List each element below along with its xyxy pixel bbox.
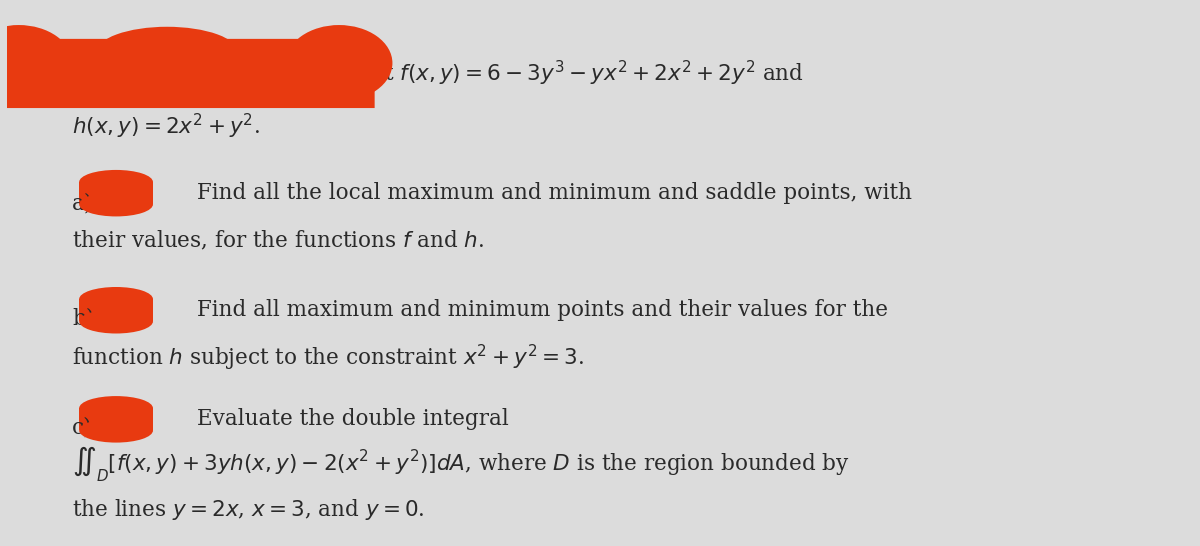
Text: a): a) bbox=[72, 193, 94, 215]
FancyBboxPatch shape bbox=[7, 39, 374, 108]
FancyBboxPatch shape bbox=[79, 182, 152, 204]
Ellipse shape bbox=[79, 309, 152, 334]
Ellipse shape bbox=[79, 396, 152, 420]
Ellipse shape bbox=[79, 287, 152, 311]
Ellipse shape bbox=[0, 25, 72, 101]
Ellipse shape bbox=[79, 192, 152, 216]
Text: function $h$ subject to the constraint $x^2 + y^2 = 3$.: function $h$ subject to the constraint $… bbox=[72, 343, 584, 373]
Text: Find all the local maximum and minimum and saddle points, with: Find all the local maximum and minimum a… bbox=[197, 182, 912, 204]
Text: b): b) bbox=[72, 307, 95, 329]
Text: Find all maximum and minimum points and their values for the: Find all maximum and minimum points and … bbox=[197, 299, 888, 321]
Text: c): c) bbox=[72, 416, 92, 438]
Ellipse shape bbox=[79, 418, 152, 443]
FancyBboxPatch shape bbox=[79, 299, 152, 322]
Text: $h(x, y) = 2x^2 + y^2$.: $h(x, y) = 2x^2 + y^2$. bbox=[72, 112, 260, 141]
Ellipse shape bbox=[79, 170, 152, 194]
Text: the lines $y = 2x$, $x = 3$, and $y = 0$.: the lines $y = 2x$, $x = 3$, and $y = 0$… bbox=[72, 497, 425, 523]
Ellipse shape bbox=[286, 25, 392, 101]
Text: their values, for the functions $f$ and $h$.: their values, for the functions $f$ and … bbox=[72, 229, 485, 253]
Text: $\iint_D[f(x, y) + 3yh(x, y) - 2(x^2 + y^2)]dA$, where $D$ is the region bounded: $\iint_D[f(x, y) + 3yh(x, y) - 2(x^2 + y… bbox=[72, 444, 850, 484]
Ellipse shape bbox=[96, 27, 239, 79]
Text: Let $f(x, y) = 6 - 3y^3 - yx^2 + 2x^2 + 2y^2$ and: Let $f(x, y) = 6 - 3y^3 - yx^2 + 2x^2 + … bbox=[356, 59, 804, 88]
Text: Evaluate the double integral: Evaluate the double integral bbox=[197, 408, 509, 430]
FancyBboxPatch shape bbox=[79, 408, 152, 430]
